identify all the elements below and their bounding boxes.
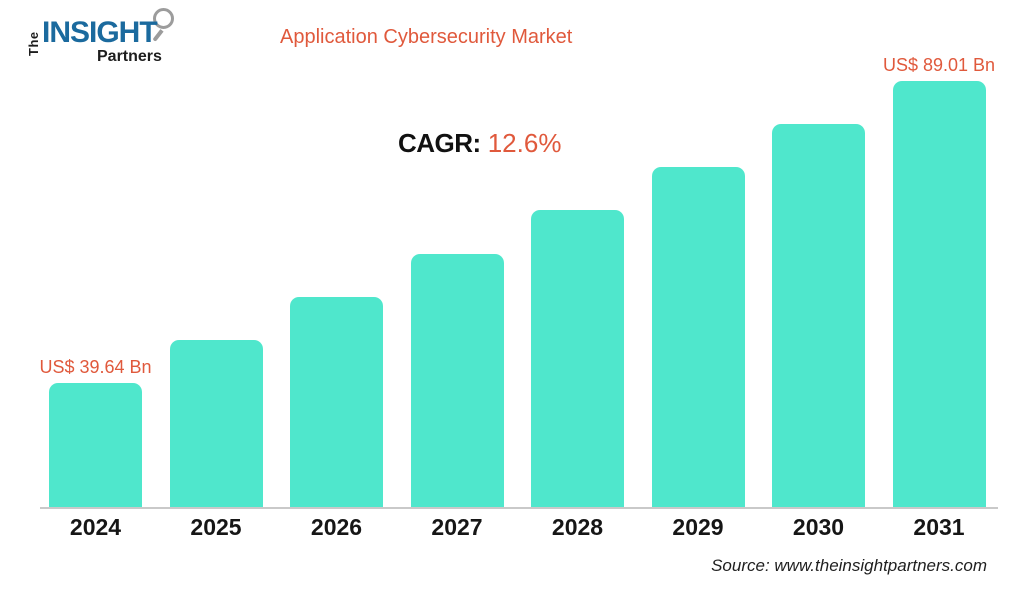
x-axis-label-2025: 2025: [190, 514, 242, 540]
x-axis-line: [40, 507, 998, 509]
x-axis-label-2029: 2029: [672, 514, 724, 540]
cagr-annotation: CAGR: 12.6%: [398, 128, 561, 159]
bar-2029: [651, 167, 745, 508]
bar-2028: [531, 210, 624, 508]
x-axis-labels: 2024 2025 2026 2027 2028 2029 2030 2031: [49, 514, 986, 541]
bar-2027: [410, 254, 504, 508]
bar-2030: [772, 124, 865, 508]
x-axis-label-2024: 2024: [69, 514, 122, 540]
logo-partners-text: Partners: [97, 48, 162, 65]
magnifier-icon: [153, 8, 174, 29]
x-axis-label-2026: 2026: [310, 514, 363, 540]
plot-area: US$ 39.64 Bn US$ 89.01 Bn: [39, 55, 995, 508]
bar-2024: US$ 39.64 Bn: [39, 357, 152, 508]
bar-2026: [290, 297, 383, 508]
bar-2025: [169, 340, 263, 508]
bar-2031: US$ 89.01 Bn: [883, 55, 995, 508]
logo-insight-text: INSIGHT: [42, 16, 158, 49]
cagr-value: 12.6%: [487, 128, 562, 158]
brand-logo: The INSIGHT Partners: [26, 6, 188, 68]
x-axis-label-2028: 2028: [551, 514, 604, 540]
chart-title: Application Cybersecurity Market: [280, 26, 573, 48]
bar-value-label-2031: US$ 89.01 Bn: [882, 55, 996, 75]
bar-value-label-2024: US$ 39.64 Bn: [39, 357, 152, 377]
cagr-label: CAGR:: [398, 128, 481, 158]
x-axis-label-2031: 2031: [913, 514, 965, 540]
x-axis-label-2030: 2030: [792, 514, 845, 540]
source-attribution: Source: www.theinsightpartners.com: [711, 556, 987, 575]
logo-the-text: The: [26, 31, 41, 56]
x-axis-label-2027: 2027: [431, 514, 483, 540]
